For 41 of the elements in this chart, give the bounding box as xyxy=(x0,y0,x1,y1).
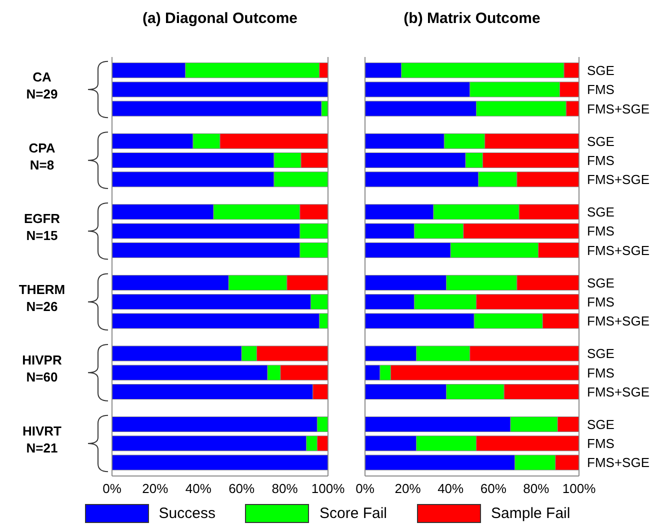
chart-title: (b) Matrix Outcome xyxy=(402,10,542,27)
y-tick-label: SGE xyxy=(587,204,615,220)
legend-label: Sample Fail xyxy=(491,505,570,522)
x-tick-label: 0% xyxy=(102,481,122,496)
group-label: CA N=29 xyxy=(26,60,108,118)
y-tick-label: FMS xyxy=(587,152,615,168)
x-tick-label: 100% xyxy=(562,481,596,496)
y-tick-label: FMS+SGE xyxy=(587,384,650,400)
legend-label: Score Fail xyxy=(319,505,388,522)
y-tick-label: FMS xyxy=(587,82,615,98)
x-tick-label: 40% xyxy=(438,481,464,496)
y-tick-label: FMS+SGE xyxy=(587,242,650,258)
group-label: HIVRT N=21 xyxy=(22,414,108,472)
y-tick-label: SGE xyxy=(587,134,615,149)
y-tick-label: FMS xyxy=(587,436,615,452)
group-label: THERM N=26 xyxy=(18,273,108,331)
y-tick-label: FMS xyxy=(587,294,615,310)
y-tick-label: SGE xyxy=(587,346,615,362)
y-tick-label: FMS+SGE xyxy=(587,455,650,470)
legend-label: Success xyxy=(158,505,216,522)
group-label: CPA N=8 xyxy=(28,132,108,189)
group-label: HIVPR N=60 xyxy=(22,344,108,402)
y-tick-label: FMS xyxy=(587,224,615,239)
x-tick-label: 80% xyxy=(272,481,298,496)
y-tick-label: SGE xyxy=(587,275,615,290)
x-tick-label: 100% xyxy=(311,481,346,496)
x-tick-label: 80% xyxy=(523,481,550,496)
y-tick-label: FMS xyxy=(587,365,615,380)
y-tick-label: FMS+SGE xyxy=(587,314,650,329)
x-tick-label: 0% xyxy=(356,481,375,496)
x-tick-label: 60% xyxy=(480,481,507,496)
y-tick-label: FMS+SGE xyxy=(587,172,650,188)
x-tick-label: 20% xyxy=(142,481,169,496)
y-tick-label: SGE xyxy=(587,63,615,78)
x-tick-label: 60% xyxy=(228,481,256,496)
x-tick-label: 20% xyxy=(394,481,422,496)
group-label: EGFR N=15 xyxy=(24,202,108,260)
x-tick-label: 40% xyxy=(185,481,212,496)
y-tick-label: SGE xyxy=(587,416,615,432)
y-tick-label: FMS+SGE xyxy=(587,101,650,116)
chart-title: (a) Diagonal Outcome xyxy=(141,10,299,27)
